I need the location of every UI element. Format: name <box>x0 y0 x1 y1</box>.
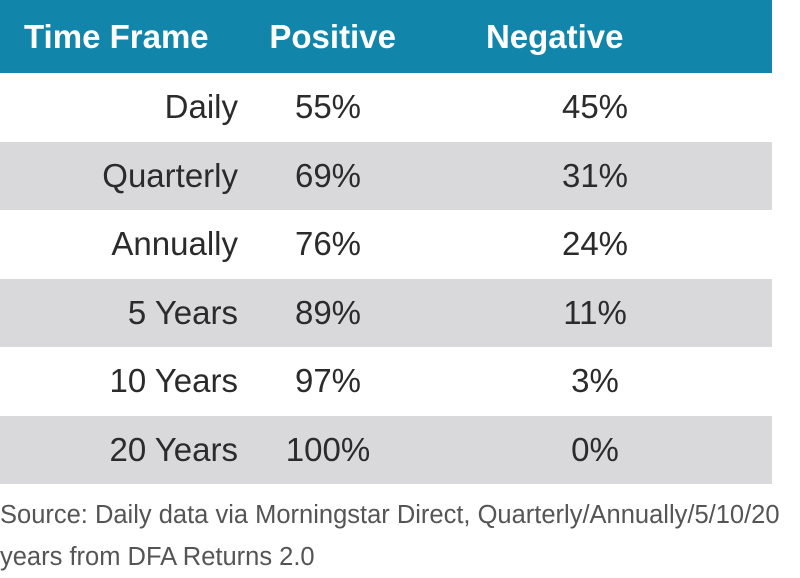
returns-table: Time Frame Positive Negative Daily 55% 4… <box>0 0 772 484</box>
negative-cell: 31% <box>561 156 629 194</box>
positive-cell: 89% <box>294 293 362 331</box>
table-row: Quarterly 69% 31% <box>0 141 772 210</box>
positive-cell: 76% <box>294 225 362 263</box>
source-note: Source: Daily data via Morningstar Direc… <box>0 494 800 578</box>
positive-cell: 55% <box>294 88 362 126</box>
table-row: 10 Years 97% 3% <box>0 347 772 416</box>
time-frame-cell: Daily <box>164 88 238 126</box>
table-row: Daily 55% 45% <box>0 73 772 142</box>
header-positive: Positive <box>269 17 396 55</box>
time-frame-cell: Quarterly <box>102 156 238 194</box>
negative-cell: 45% <box>561 88 629 126</box>
negative-cell: 3% <box>571 362 619 400</box>
negative-cell: 0% <box>571 430 619 468</box>
negative-cell: 24% <box>561 225 629 263</box>
time-frame-cell: 5 Years <box>127 293 238 331</box>
time-frame-cell: 10 Years <box>109 362 238 400</box>
table-row: Annually 76% 24% <box>0 210 772 279</box>
source-line-2: years from DFA Returns 2.0 <box>0 543 315 571</box>
positive-cell: 69% <box>294 156 362 194</box>
time-frame-cell: Annually <box>111 225 238 263</box>
source-line-1: Source: Daily data via Morningstar Direc… <box>0 501 780 529</box>
table-row: 5 Years 89% 11% <box>0 278 772 347</box>
header-negative: Negative <box>485 17 624 55</box>
negative-cell: 11% <box>563 293 627 331</box>
positive-cell: 100% <box>285 430 371 468</box>
table-header: Time Frame Positive Negative <box>0 0 772 73</box>
time-frame-cell: 20 Years <box>109 430 238 468</box>
header-time-frame: Time Frame <box>24 17 209 55</box>
positive-cell: 97% <box>294 362 362 400</box>
table-row: 20 Years 100% 0% <box>0 415 772 484</box>
